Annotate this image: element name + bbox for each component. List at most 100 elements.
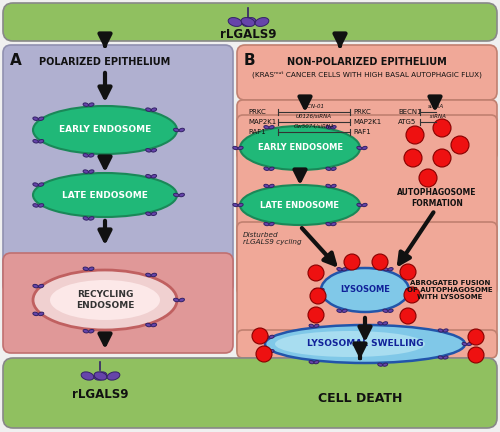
Ellipse shape — [238, 203, 243, 206]
FancyBboxPatch shape — [237, 222, 497, 355]
Ellipse shape — [383, 363, 388, 366]
FancyBboxPatch shape — [3, 358, 497, 428]
Ellipse shape — [331, 184, 336, 187]
Ellipse shape — [331, 167, 336, 171]
Circle shape — [400, 264, 416, 280]
Ellipse shape — [33, 183, 38, 186]
Text: MAP2K1: MAP2K1 — [248, 119, 276, 125]
Ellipse shape — [38, 183, 44, 186]
Text: NON-POLARIZED EPITHELIUM: NON-POLARIZED EPITHELIUM — [287, 57, 447, 67]
Ellipse shape — [269, 349, 274, 353]
Ellipse shape — [411, 288, 416, 292]
Text: LATE ENDOSOME: LATE ENDOSOME — [62, 191, 148, 200]
Ellipse shape — [240, 126, 360, 170]
FancyBboxPatch shape — [237, 115, 497, 295]
Ellipse shape — [337, 267, 342, 271]
Ellipse shape — [388, 267, 393, 271]
Circle shape — [372, 254, 388, 270]
Ellipse shape — [241, 18, 255, 26]
Ellipse shape — [331, 126, 336, 129]
Circle shape — [344, 254, 360, 270]
Ellipse shape — [83, 103, 88, 106]
Ellipse shape — [264, 222, 269, 226]
Ellipse shape — [179, 298, 184, 302]
Text: PRKC: PRKC — [353, 109, 371, 115]
Text: LYSOSOME: LYSOSOME — [340, 286, 390, 295]
Ellipse shape — [179, 193, 184, 197]
Ellipse shape — [443, 329, 448, 332]
Text: LYSOSOMAL SWELLING: LYSOSOMAL SWELLING — [307, 340, 423, 349]
Ellipse shape — [88, 103, 94, 106]
Text: PRKC: PRKC — [248, 109, 266, 115]
Ellipse shape — [151, 108, 156, 111]
Ellipse shape — [146, 323, 151, 327]
Ellipse shape — [309, 361, 314, 364]
Text: siRNA: siRNA — [428, 104, 444, 109]
Ellipse shape — [326, 126, 331, 129]
Ellipse shape — [83, 330, 88, 333]
Circle shape — [404, 149, 422, 167]
Text: AUTOPHAGOSOME
FORMATION: AUTOPHAGOSOME FORMATION — [397, 188, 477, 208]
Circle shape — [308, 307, 324, 323]
Ellipse shape — [94, 372, 107, 380]
Text: rLGALS9: rLGALS9 — [220, 29, 276, 41]
FancyBboxPatch shape — [237, 100, 497, 160]
Ellipse shape — [326, 167, 331, 171]
Circle shape — [256, 346, 272, 362]
Text: CELL DEATH: CELL DEATH — [318, 391, 402, 404]
Ellipse shape — [264, 184, 269, 187]
Circle shape — [406, 126, 424, 144]
Ellipse shape — [33, 203, 38, 207]
FancyBboxPatch shape — [3, 253, 233, 353]
Ellipse shape — [269, 335, 274, 338]
Ellipse shape — [378, 363, 382, 366]
Ellipse shape — [33, 270, 177, 330]
Ellipse shape — [83, 217, 88, 220]
Circle shape — [433, 149, 451, 167]
Ellipse shape — [319, 288, 324, 292]
Ellipse shape — [228, 18, 242, 26]
Text: B: B — [244, 53, 256, 68]
Ellipse shape — [146, 108, 151, 111]
Text: BECN1: BECN1 — [398, 109, 421, 115]
Ellipse shape — [94, 372, 107, 380]
Text: siRNA: siRNA — [428, 114, 446, 119]
Ellipse shape — [357, 203, 362, 206]
Text: (KRASᵐᵘᵗ CANCER CELLS WITH HIGH BASAL AUTOPHAGIC FLUX): (KRASᵐᵘᵗ CANCER CELLS WITH HIGH BASAL AU… — [252, 70, 482, 78]
Ellipse shape — [38, 312, 44, 316]
Ellipse shape — [265, 325, 465, 363]
FancyBboxPatch shape — [3, 45, 233, 293]
Text: Gw5074/siRNA: Gw5074/siRNA — [294, 124, 335, 129]
Text: RECYCLING
ENDOSOME: RECYCLING ENDOSOME — [76, 290, 134, 310]
Text: UCN-01: UCN-01 — [304, 104, 324, 109]
Ellipse shape — [269, 184, 274, 187]
Text: rLGALS9: rLGALS9 — [72, 388, 128, 400]
Ellipse shape — [33, 173, 177, 217]
Circle shape — [451, 136, 469, 154]
Ellipse shape — [88, 217, 94, 220]
Ellipse shape — [309, 324, 314, 327]
Ellipse shape — [88, 330, 94, 333]
Circle shape — [433, 119, 451, 137]
Text: U0126/siRNA: U0126/siRNA — [296, 114, 332, 119]
Ellipse shape — [38, 117, 44, 121]
Ellipse shape — [467, 343, 472, 346]
Ellipse shape — [146, 149, 151, 152]
Text: A: A — [10, 53, 22, 68]
Ellipse shape — [269, 167, 274, 171]
Ellipse shape — [342, 267, 347, 271]
Text: POLARIZED EPITHELIUM: POLARIZED EPITHELIUM — [40, 57, 170, 67]
Ellipse shape — [233, 146, 238, 149]
Ellipse shape — [242, 18, 256, 26]
Ellipse shape — [331, 222, 336, 226]
Ellipse shape — [151, 149, 156, 152]
Ellipse shape — [151, 273, 156, 277]
Ellipse shape — [357, 146, 362, 149]
Circle shape — [419, 169, 437, 187]
Ellipse shape — [326, 222, 331, 226]
Ellipse shape — [50, 280, 160, 320]
Ellipse shape — [462, 343, 467, 346]
Ellipse shape — [83, 267, 88, 270]
Ellipse shape — [179, 128, 184, 132]
Ellipse shape — [233, 203, 238, 206]
